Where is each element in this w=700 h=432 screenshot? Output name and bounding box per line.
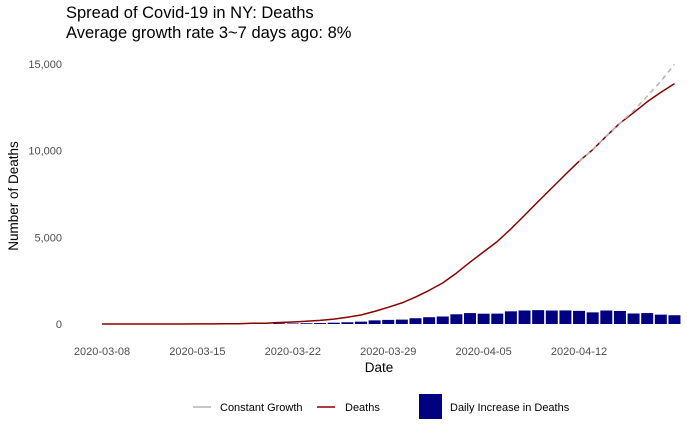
bar-daily-increase (409, 318, 422, 324)
bar-daily-increase (654, 314, 667, 324)
bar-daily-increase (477, 313, 490, 324)
y-tick-label: 5,000 (34, 232, 62, 244)
legend-label-daily-increase: Daily Increase in Deaths (450, 402, 570, 414)
legend-label-deaths: Deaths (345, 402, 380, 414)
x-axis-title: Date (365, 360, 394, 375)
bar-daily-increase (395, 319, 408, 324)
legend-label-constant-growth: Constant Growth (220, 402, 303, 414)
legend-key-daily-increase (419, 394, 442, 419)
x-tick-label: 2020-04-05 (455, 346, 511, 358)
bar-daily-increase (532, 310, 545, 324)
bar-daily-increase (286, 323, 299, 324)
bar-daily-increase (464, 313, 477, 324)
legend: Constant Growth Deaths Daily Increase in… (193, 394, 570, 419)
bar-daily-increase (491, 313, 504, 324)
chart-subtitle: Average growth rate 3~7 days ago: 8% (66, 24, 352, 42)
y-axis-title: Number of Deaths (6, 141, 21, 251)
bar-daily-increase (368, 320, 381, 324)
bar-daily-increase (504, 311, 517, 324)
y-tick-label: 0 (56, 319, 62, 331)
bar-daily-increase (641, 313, 654, 324)
bar-daily-increase (300, 323, 313, 324)
x-tick-label: 2020-03-15 (169, 346, 225, 358)
bar-daily-increase (273, 323, 286, 324)
bar-daily-increase (341, 322, 354, 324)
bar-daily-increase (423, 317, 436, 324)
bar-daily-increase (600, 310, 613, 324)
bar-layer (177, 310, 681, 324)
x-tick-label: 2020-03-22 (265, 346, 321, 358)
bar-daily-increase (327, 322, 340, 324)
bar-daily-increase (314, 323, 327, 324)
bar-daily-increase (668, 315, 681, 324)
x-axis-ticks: 2020-03-08 2020-03-15 2020-03-22 2020-03-29… (74, 346, 607, 358)
y-tick-label: 10,000 (28, 146, 62, 158)
bar-daily-increase (573, 310, 586, 324)
bar-daily-increase (382, 319, 395, 324)
bar-daily-increase (518, 310, 531, 324)
bar-daily-increase (559, 310, 572, 324)
y-tick-label: 15,000 (28, 59, 62, 71)
bar-daily-increase (586, 312, 599, 324)
bar-daily-increase (436, 316, 449, 324)
chart-title: Spread of Covid-19 in NY: Deaths (66, 4, 314, 22)
line-layer (102, 63, 676, 325)
line-deaths (102, 82, 675, 325)
bar-daily-increase (354, 321, 367, 324)
x-tick-label: 2020-03-29 (360, 346, 416, 358)
bar-daily-increase (613, 310, 626, 324)
bar-daily-increase (545, 310, 558, 324)
x-tick-label: 2020-04-12 (551, 346, 607, 358)
y-axis-ticks: 0 5,000 10,000 15,000 (28, 59, 62, 331)
line-constant-growth (578, 63, 676, 162)
bar-daily-increase (627, 313, 640, 324)
x-tick-label: 2020-03-08 (74, 346, 130, 358)
bar-daily-increase (450, 314, 463, 324)
